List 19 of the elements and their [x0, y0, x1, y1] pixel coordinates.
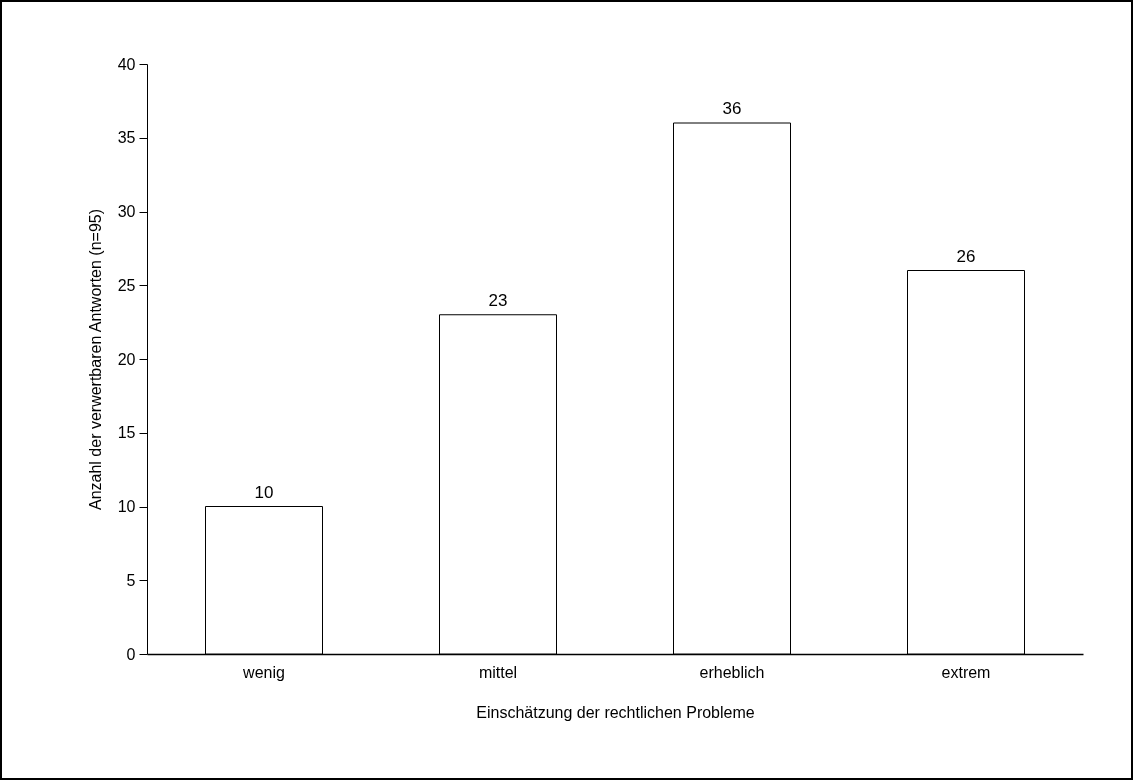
x-tick-label: erheblich — [699, 663, 765, 681]
y-tick-label: 35 — [117, 129, 136, 147]
x-tick-label: wenig — [242, 663, 285, 681]
data-label: 26 — [956, 246, 976, 266]
y-tick-label: 0 — [126, 645, 136, 663]
y-tick-label: 10 — [117, 498, 136, 515]
y-tick-label: 40 — [117, 55, 136, 73]
data-label: 10 — [254, 482, 274, 502]
y-tick-label: 25 — [117, 276, 136, 294]
x-tick-label: mittel — [478, 663, 518, 681]
y-tick-label: 15 — [117, 424, 136, 442]
y-tick-label: 5 — [126, 571, 136, 589]
x-axis-title: Einschätzung der rechtlichen Probleme — [476, 703, 755, 721]
data-label: 36 — [722, 99, 742, 118]
y-axis-title: Anzahl der verwertbaren Antworten (n=95) — [86, 208, 104, 511]
y-tick-label: 30 — [117, 203, 136, 220]
data-label: 23 — [488, 290, 508, 310]
y-tick-label: 20 — [117, 350, 136, 368]
x-tick-label: extrem — [941, 663, 991, 681]
